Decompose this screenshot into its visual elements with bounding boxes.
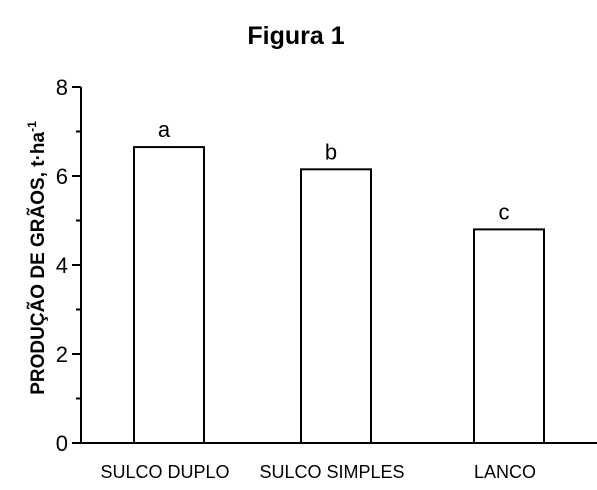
y-axis-label-main: PRODUÇÃO DE GRÃOS, t·ha	[27, 131, 49, 394]
y-axis-label: PRODUÇÃO DE GRÃOS, t·ha-1	[25, 121, 49, 395]
bar-1	[133, 146, 205, 444]
bar-2	[300, 168, 372, 444]
y-tick-label: 0	[56, 431, 68, 456]
y-tick-label: 6	[56, 164, 68, 189]
bar-3	[473, 228, 545, 444]
bar-significance-label: b	[325, 139, 337, 164]
y-tick-label: 8	[56, 75, 68, 100]
plot-area: 0 2 4 6 8 a SULCO DUPLO b SULCO SIMPLES c LANCO	[56, 75, 597, 482]
y-tick-label: 2	[56, 342, 68, 367]
x-category-label: SULCO SIMPLES	[259, 462, 404, 482]
chart-title: Figura 1	[247, 22, 344, 50]
bar-significance-label: a	[158, 117, 171, 142]
y-axis-label-superscript: -1	[25, 121, 39, 132]
x-category-label: SULCO DUPLO	[100, 462, 229, 482]
svg-text:PRODUÇÃO DE GRÃOS, t·ha-1: PRODUÇÃO DE GRÃOS, t·ha-1	[25, 121, 49, 395]
y-tick-label: 4	[56, 253, 68, 278]
bar-significance-label: c	[499, 199, 510, 224]
x-category-label: LANCO	[474, 462, 536, 482]
